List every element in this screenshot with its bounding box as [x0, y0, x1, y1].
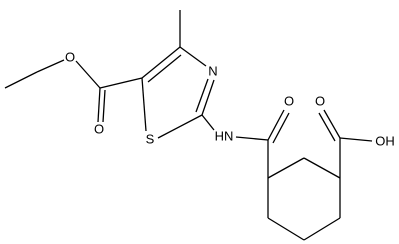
atom-label: O [94, 121, 104, 136]
bond [75, 60, 101, 89]
bond [201, 79, 215, 116]
bonds [4, 10, 373, 241]
bond [303, 217, 341, 241]
bond [157, 114, 203, 139]
bond [272, 112, 290, 144]
atom-label: O [284, 93, 294, 108]
bond [97, 87, 101, 123]
atom-label: O [65, 49, 75, 64]
bond [267, 217, 305, 241]
atom-label: O [315, 93, 325, 108]
bond [36, 59, 65, 73]
bond [4, 71, 38, 89]
bond [339, 137, 373, 142]
bond [267, 157, 305, 179]
bond [141, 46, 181, 79]
bond [147, 54, 182, 83]
bond [179, 46, 207, 67]
atom-label: OH [375, 133, 395, 148]
atom-labels: O O N S HN O O OH [65, 49, 395, 148]
bond [195, 78, 209, 113]
bond [201, 114, 215, 131]
bond [323, 109, 341, 139]
atom-label: HN [215, 128, 234, 143]
bond [102, 89, 106, 123]
bond [267, 109, 285, 141]
bond [235, 136, 269, 141]
bond [303, 157, 341, 179]
bond [318, 112, 336, 142]
bond [99, 77, 143, 89]
bond [141, 77, 147, 132]
atom-label: N [208, 63, 217, 78]
atom-label: S [146, 131, 155, 146]
